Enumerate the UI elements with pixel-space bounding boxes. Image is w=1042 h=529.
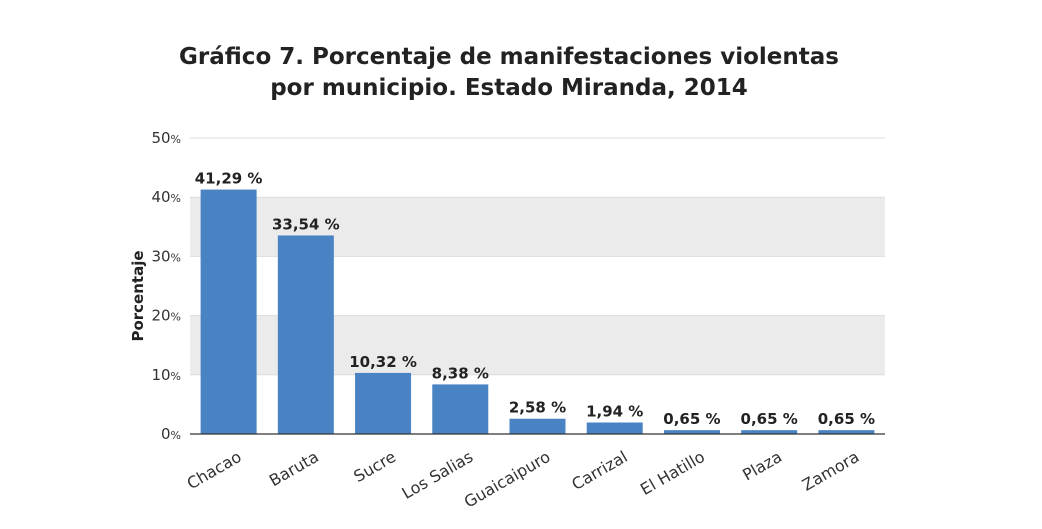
bars bbox=[200, 189, 875, 434]
y-axis-title: Porcentaje bbox=[129, 250, 147, 341]
bar bbox=[200, 189, 257, 434]
value-label: 33,54 % bbox=[272, 215, 340, 233]
value-label: 10,32 % bbox=[349, 353, 417, 371]
bar bbox=[818, 430, 875, 434]
chart-title: Gráfico 7. Porcentaje de manifestaciones… bbox=[0, 42, 1018, 104]
y-axis-ticks: 0% 10% 20% 30% 40% 50% bbox=[151, 129, 181, 443]
x-tick-label: Chacao bbox=[184, 447, 245, 493]
value-label: 0,65 % bbox=[741, 410, 798, 428]
x-tick-label: Guaicaipuro bbox=[461, 447, 554, 512]
x-tick-label: Baruta bbox=[266, 447, 322, 490]
value-label: 41,29 % bbox=[195, 170, 263, 188]
value-label: 0,65 % bbox=[663, 410, 720, 428]
value-label: 2,58 % bbox=[509, 399, 566, 417]
bar bbox=[586, 422, 643, 434]
chart-title-line-2: por municipio. Estado Miranda, 2014 bbox=[270, 75, 748, 101]
bar bbox=[509, 418, 566, 434]
bar bbox=[277, 235, 334, 434]
x-tick-label: Carrizal bbox=[568, 447, 630, 494]
value-labels: 41,29 % 33,54 % 10,32 % 8,38 % 2,58 % 1,94 % 0… bbox=[195, 170, 875, 429]
y-tick-label: 30% bbox=[151, 247, 181, 265]
bar bbox=[663, 430, 720, 434]
value-label: 0,65 % bbox=[818, 410, 875, 428]
x-tick-label: El Hatillo bbox=[637, 447, 708, 499]
bar bbox=[432, 384, 489, 434]
bar bbox=[741, 430, 798, 434]
value-label: 1,94 % bbox=[586, 403, 643, 421]
y-tick-label: 40% bbox=[151, 188, 181, 206]
value-label: 8,38 % bbox=[432, 364, 489, 382]
bar bbox=[355, 372, 412, 434]
x-tick-label: Sucre bbox=[350, 447, 399, 486]
chart-title-line-1: Gráfico 7. Porcentaje de manifestaciones… bbox=[179, 44, 839, 70]
x-tick-label: Plaza bbox=[739, 447, 785, 485]
y-tick-label: 50% bbox=[151, 129, 181, 147]
y-tick-label: 0% bbox=[161, 425, 181, 443]
x-tick-label: Zamora bbox=[799, 447, 863, 495]
y-tick-label: 10% bbox=[151, 366, 181, 384]
y-tick-label: 20% bbox=[151, 307, 181, 325]
